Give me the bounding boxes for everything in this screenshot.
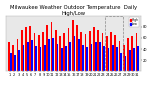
Bar bbox=[116, 47, 118, 71]
Bar bbox=[10, 53, 12, 71]
Bar bbox=[108, 48, 109, 71]
Bar bbox=[120, 53, 122, 71]
Bar bbox=[12, 45, 14, 71]
Bar bbox=[103, 46, 105, 71]
Bar bbox=[80, 32, 82, 71]
Bar bbox=[23, 45, 24, 71]
Bar bbox=[55, 30, 57, 71]
Bar bbox=[68, 28, 69, 71]
Bar bbox=[42, 32, 44, 71]
Bar bbox=[17, 39, 18, 71]
Bar bbox=[74, 36, 75, 71]
Bar bbox=[85, 34, 86, 71]
Bar bbox=[102, 33, 103, 71]
Bar bbox=[133, 48, 135, 71]
Bar bbox=[93, 27, 95, 71]
Bar bbox=[72, 20, 74, 71]
Bar bbox=[106, 36, 108, 71]
Bar bbox=[91, 44, 92, 71]
Bar bbox=[82, 45, 84, 71]
Bar bbox=[61, 48, 63, 71]
Bar bbox=[25, 27, 27, 71]
Bar bbox=[112, 45, 114, 71]
Bar bbox=[127, 38, 129, 71]
Bar bbox=[63, 33, 65, 71]
Bar bbox=[14, 55, 16, 71]
Bar bbox=[129, 50, 131, 71]
Bar bbox=[18, 50, 20, 71]
Bar bbox=[95, 42, 97, 71]
Bar bbox=[78, 39, 80, 71]
Bar bbox=[97, 30, 99, 71]
Bar bbox=[132, 36, 133, 71]
Legend: High, Low: High, Low bbox=[129, 17, 139, 27]
Bar bbox=[48, 39, 50, 71]
Bar bbox=[69, 42, 71, 71]
Bar bbox=[137, 46, 139, 71]
Bar bbox=[57, 44, 58, 71]
Bar bbox=[31, 40, 33, 71]
Bar bbox=[59, 36, 61, 71]
Bar bbox=[123, 45, 125, 71]
Bar bbox=[105, 16, 123, 71]
Bar bbox=[34, 33, 35, 71]
Bar bbox=[125, 56, 126, 71]
Bar bbox=[44, 45, 46, 71]
Bar bbox=[38, 35, 40, 71]
Bar bbox=[89, 31, 91, 71]
Bar bbox=[40, 47, 41, 71]
Bar bbox=[29, 26, 31, 71]
Bar bbox=[86, 47, 88, 71]
Bar bbox=[35, 46, 37, 71]
Title: Milwaukee Weather Outdoor Temperature  Daily High/Low: Milwaukee Weather Outdoor Temperature Da… bbox=[10, 5, 137, 16]
Bar bbox=[136, 33, 137, 71]
Bar bbox=[21, 30, 23, 71]
Bar bbox=[76, 25, 78, 71]
Bar bbox=[114, 35, 116, 71]
Bar bbox=[51, 22, 52, 71]
Bar bbox=[52, 38, 54, 71]
Bar bbox=[110, 32, 112, 71]
Bar bbox=[119, 41, 120, 71]
Bar bbox=[65, 46, 67, 71]
Bar bbox=[27, 42, 28, 71]
Bar bbox=[46, 25, 48, 71]
Bar bbox=[99, 42, 101, 71]
Bar bbox=[8, 42, 10, 71]
